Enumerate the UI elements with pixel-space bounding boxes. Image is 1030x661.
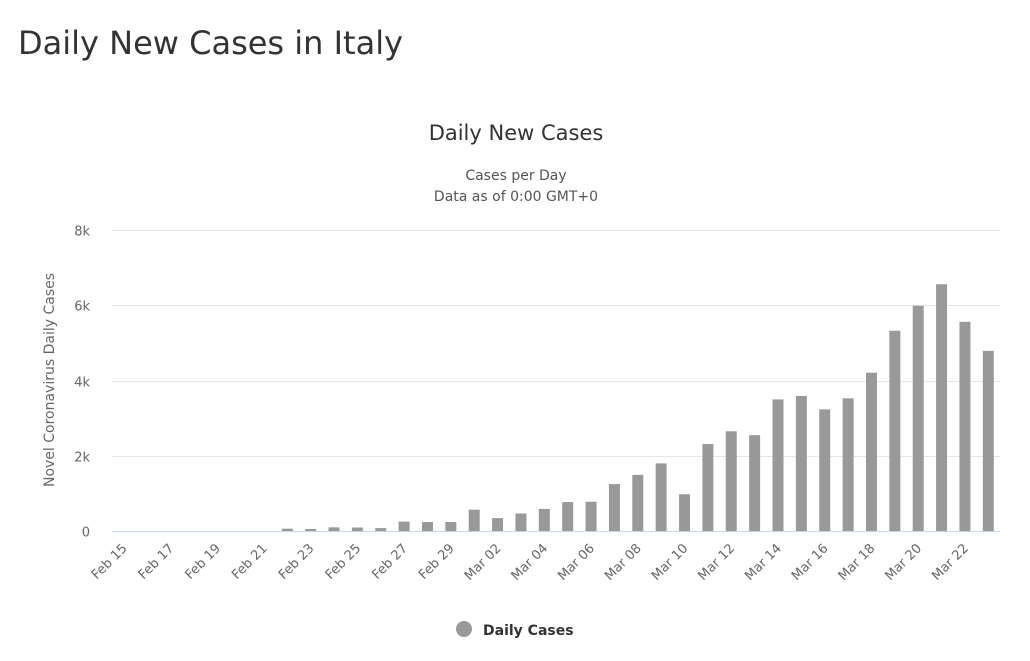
gridlines (112, 230, 1000, 532)
bar[interactable] (375, 528, 387, 531)
y-tick-label: 4k (74, 376, 90, 391)
x-tick-label: Feb 27 (369, 541, 411, 583)
bar[interactable] (608, 484, 620, 531)
bar[interactable] (328, 527, 340, 531)
bar[interactable] (959, 321, 971, 531)
y-tick-label: 8k (74, 225, 90, 240)
x-tick-label: Mar 08 (602, 541, 645, 584)
bar[interactable] (515, 513, 527, 531)
bar[interactable] (772, 399, 784, 531)
bar[interactable] (655, 463, 667, 531)
y-tick-label: 2k (74, 451, 90, 466)
legend[interactable]: Daily Cases (456, 621, 574, 639)
x-axis-ticks: Feb 15 Feb 17 Feb 19 Feb 21 Feb 23 Feb 25 Feb … (89, 541, 972, 584)
bar[interactable] (749, 435, 761, 531)
bar[interactable] (562, 502, 574, 531)
x-tick-label: Feb 17 (136, 541, 178, 583)
bar[interactable] (795, 395, 807, 531)
bar[interactable] (281, 528, 293, 531)
x-tick-label: Mar 12 (696, 541, 739, 584)
bar[interactable] (492, 518, 504, 531)
bar[interactable] (842, 398, 854, 531)
bar[interactable] (725, 431, 737, 531)
chart-subtitle-line-2: Data as of 0:00 GMT+0 (434, 189, 598, 205)
bars (281, 284, 994, 532)
x-tick-label: Mar 04 (509, 541, 552, 584)
bar[interactable] (702, 443, 714, 531)
x-tick-label: Mar 16 (789, 541, 832, 584)
bar[interactable] (982, 350, 994, 531)
bar[interactable] (305, 529, 317, 531)
y-tick-label: 0 (82, 526, 90, 541)
bar[interactable] (421, 522, 433, 531)
chart-subtitle-line-1: Cases per Day (465, 168, 566, 184)
page-title: Daily New Cases in Italy (18, 24, 404, 62)
x-tick-label: Mar 10 (649, 541, 692, 584)
bar[interactable] (912, 305, 924, 531)
bar[interactable] (679, 494, 691, 531)
x-tick-label: Mar 02 (462, 541, 505, 584)
bar[interactable] (351, 527, 363, 532)
x-tick-label: Mar 20 (882, 541, 925, 584)
bar[interactable] (445, 521, 457, 531)
x-tick-label: Feb 25 (323, 541, 365, 583)
y-tick-label: 6k (74, 300, 90, 315)
y-axis-ticks: 0 2k 4k 6k 8k (74, 225, 90, 541)
x-tick-label: Feb 19 (182, 541, 224, 583)
bar[interactable] (538, 508, 550, 531)
bar[interactable] (468, 509, 480, 531)
bar[interactable] (819, 409, 831, 531)
bar[interactable] (865, 372, 877, 531)
bar[interactable] (936, 284, 948, 531)
x-tick-label: Feb 15 (89, 541, 131, 583)
x-tick-label: Feb 23 (276, 541, 318, 583)
x-tick-label: Mar 06 (555, 541, 598, 584)
bar[interactable] (398, 521, 410, 531)
y-axis-title: Novel Coronavirus Daily Cases (42, 273, 58, 487)
x-tick-label: Mar 18 (836, 541, 879, 584)
bar[interactable] (632, 474, 644, 531)
legend-label: Daily Cases (483, 623, 574, 639)
x-tick-label: Mar 14 (742, 541, 785, 584)
x-tick-label: Feb 29 (416, 541, 458, 583)
bar[interactable] (585, 501, 597, 531)
bar[interactable] (889, 330, 901, 531)
x-tick-label: Feb 21 (229, 541, 271, 583)
legend-marker (456, 621, 472, 637)
chart-title: Daily New Cases (429, 121, 604, 145)
x-tick-label: Mar 22 (929, 541, 972, 584)
